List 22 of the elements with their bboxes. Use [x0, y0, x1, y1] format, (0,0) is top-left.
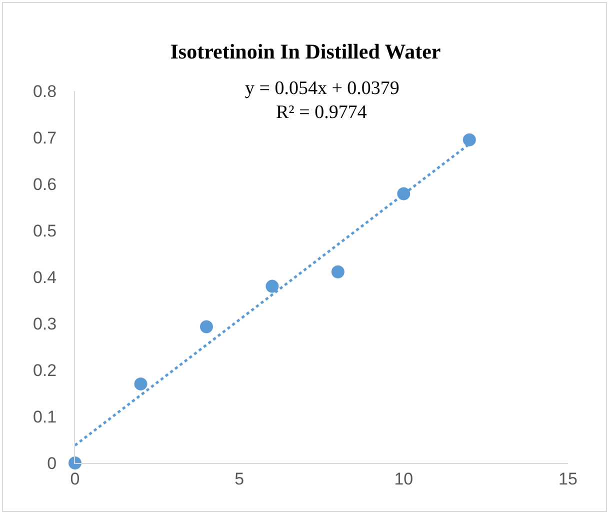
y-tick-label: 0.7 — [32, 128, 57, 148]
x-tick-label: 0 — [70, 469, 80, 488]
point — [200, 320, 213, 334]
point — [68, 456, 82, 470]
y-tick-label: 0.6 — [32, 174, 57, 194]
point — [266, 280, 279, 293]
point — [462, 133, 476, 146]
annotation: y = 0.054x + 0.0379 — [245, 78, 400, 99]
x-tick-label: 10 — [394, 469, 414, 488]
y-tick-label: 0 — [47, 454, 57, 473]
y-tick-label: 0.1 — [32, 407, 57, 426]
y-tick-label: 0.3 — [32, 314, 57, 334]
point — [331, 265, 344, 278]
x-tick-label: 5 — [234, 469, 244, 488]
y-tick-label: 0.8 — [32, 82, 57, 101]
y-tick-label: 0.5 — [32, 221, 57, 240]
y-tick-label: 0.4 — [32, 268, 57, 287]
x-tick-label: 15 — [558, 469, 578, 488]
y-tick-label: 0.2 — [32, 360, 57, 380]
point — [134, 377, 148, 390]
chart-title: Isotretinoin In Distilled Water — [170, 40, 441, 64]
annotation: R² = 0.9774 — [276, 102, 368, 123]
